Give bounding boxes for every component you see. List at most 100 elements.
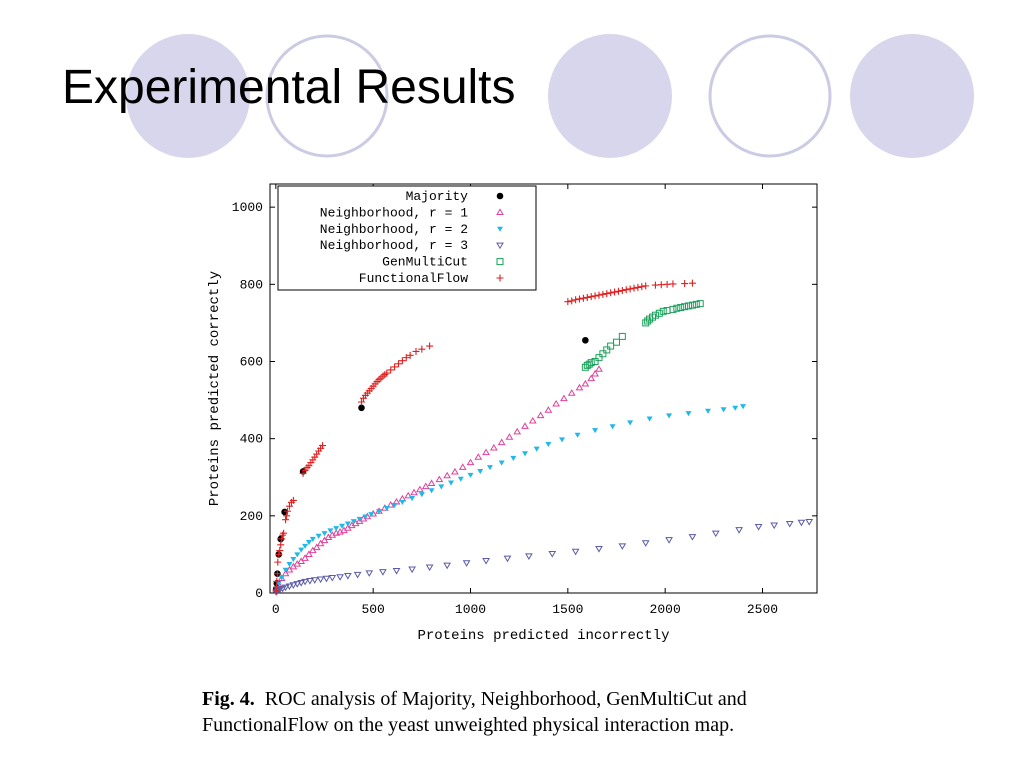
data-point [567,389,576,396]
data-point [282,516,290,524]
data-point [283,512,291,520]
data-point [572,296,580,304]
data-point [298,547,305,553]
decor-circle-filled [850,34,974,158]
data-point [408,566,416,574]
data-point [376,509,383,515]
data-point [770,522,779,530]
data-point [548,551,557,558]
data-point [692,300,700,308]
data-point [312,543,321,551]
data-point [289,582,298,589]
legend-marker [496,274,504,282]
data-point [552,399,561,407]
data-point [418,492,425,498]
legend-marker [496,208,504,215]
data-point [356,516,363,522]
data-point [513,427,522,435]
data-point [286,561,293,568]
data-point [544,406,553,413]
data-point [428,488,435,494]
data-point [482,557,490,565]
data-point [595,354,603,362]
data-point [607,289,615,297]
data-point [316,539,325,547]
data-point [383,369,391,377]
series-neighborhood-r-2 [273,404,747,592]
data-point [457,476,464,482]
data-point [638,283,646,291]
data-point [315,533,322,539]
data-point [688,534,697,541]
data-point [486,465,493,471]
x-tick-label: 0 [272,602,280,617]
data-point [416,485,424,493]
series-neighborhood-r-1 [272,365,603,593]
data-point [427,479,436,487]
data-point [655,309,663,317]
data-point [284,507,292,515]
data-point [587,359,595,367]
data-point [418,345,426,353]
data-point [583,293,591,301]
legend-box [277,185,537,291]
caption-text: ROC analysis of Majority, Neighborhood, … [202,688,747,736]
data-point [627,420,634,426]
data-point [677,303,685,311]
data-point [681,303,689,311]
data-point [297,579,306,587]
data-point [474,453,483,460]
data-point [280,529,288,537]
data-point [322,575,331,583]
data-point [587,374,596,382]
data-point [398,357,406,365]
legend-label: Majority [406,189,469,204]
data-point [305,550,313,558]
data-point [301,578,309,586]
legend-label: Neighborhood, r = 2 [320,222,468,237]
legend-marker [496,258,504,266]
data-point [274,558,282,566]
data-point [285,565,294,573]
data-point [595,365,603,372]
data-point [564,298,572,306]
roc-chart: 0 500 1000 1500 2000 2500 0 200 400 600 800 1000 Pro… [207,183,818,644]
data-point [333,526,340,532]
x-tick-label: 500 [361,602,384,617]
data-point [805,519,814,526]
data-point [320,536,329,544]
data-point [276,547,284,555]
y-tick-label: 0 [255,586,263,601]
data-point [379,569,387,576]
data-point [482,448,490,456]
data-point [612,338,620,346]
figure-caption: Fig. 4. ROC analysis of Majority, Neighb… [202,686,862,738]
data-point [301,554,309,561]
decor-circle-ring [265,34,389,158]
data-point [642,319,650,327]
data-point [574,432,581,438]
data-point [657,281,665,289]
caption-label: Fig. 4. [202,688,255,710]
data-point [306,578,314,585]
legend-marker [497,226,503,232]
data-point [386,501,395,508]
data-point [281,569,290,577]
decor-circle-filled [126,34,250,158]
data-point [406,351,414,359]
data-point [603,346,611,354]
y-tick-label: 400 [240,432,263,447]
data-point [681,280,689,288]
data-point [278,585,287,593]
data-point [402,354,410,362]
data-point [533,446,540,452]
data-point [545,441,552,448]
x-tick-label: 2500 [747,602,778,617]
data-point [302,543,309,549]
data-point [797,519,806,527]
y-tick-label: 200 [240,509,263,524]
data-point [319,442,327,450]
data-point [409,495,416,502]
data-point [451,467,459,475]
data-point [289,496,297,504]
